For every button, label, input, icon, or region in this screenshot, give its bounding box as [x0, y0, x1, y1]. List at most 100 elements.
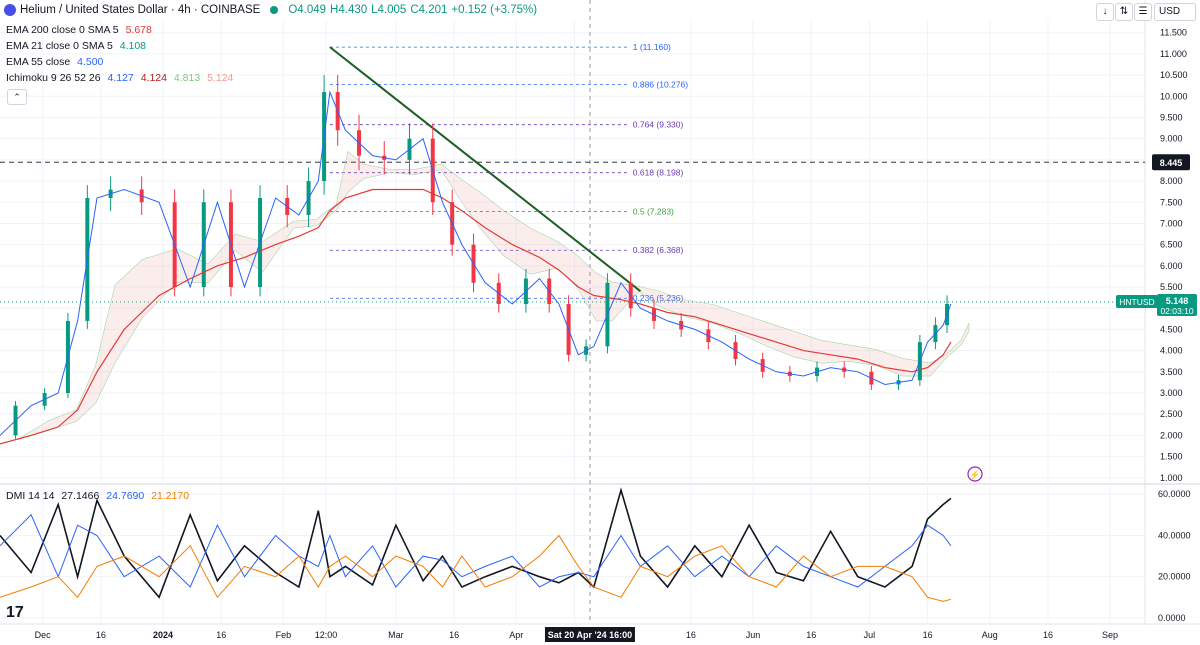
time-tick-label: Feb	[276, 630, 292, 640]
price-tick-label: 7.000	[1160, 218, 1183, 228]
ema200-legend[interactable]: EMA 200 close 0 SMA 5 5.678	[6, 24, 152, 36]
open-value: O4.049	[288, 4, 327, 16]
fib-level-label: 0.382 (6.368)	[633, 245, 684, 255]
price-tick-label: 1.500	[1160, 452, 1183, 462]
marker-price-box	[1152, 154, 1190, 171]
time-tick-label: 16	[216, 630, 226, 640]
ema200-value: 5.678	[125, 24, 152, 36]
lightning-icon	[967, 466, 983, 482]
tradingview-logo-icon[interactable]: 17	[6, 604, 24, 621]
price-tick-label: 10.000	[1160, 91, 1188, 101]
ichimoku-cloud	[17, 150, 970, 441]
fib-level-label: 0.886 (10.276)	[633, 80, 688, 90]
time-tick-label: Jul	[864, 630, 876, 640]
ichimoku-value-4: 5.124	[207, 72, 234, 84]
price-tick-label: 4.500	[1160, 324, 1183, 334]
time-tick-label: 16	[449, 630, 459, 640]
ichimoku-label: Ichimoku 9 26 52 26	[6, 72, 101, 84]
time-tick-label: 16	[923, 630, 933, 640]
ema55-legend[interactable]: EMA 55 close 4.500	[6, 56, 103, 68]
change-value: +0.152 (+3.75%)	[451, 4, 538, 16]
price-tick-label: 6.500	[1160, 240, 1183, 250]
close-value: C4.201	[410, 4, 448, 16]
fib-level-label: 1 (11.160)	[633, 42, 671, 52]
dmi-tick-label: 40.0000	[1158, 530, 1191, 540]
dmi-legend[interactable]: DMI 14 14 27.1466 24.7690 21.2170	[6, 490, 189, 502]
adx-line	[0, 487, 952, 599]
symbol-title: Helium / United States Dollar · 4h · COI…	[20, 4, 261, 16]
price-line	[0, 90, 952, 436]
time-tick-label: Jun	[746, 630, 761, 640]
plus-di-value: 24.7690	[106, 490, 145, 502]
time-tick-label: 16	[1043, 630, 1053, 640]
price-tick-label: 8.000	[1160, 176, 1183, 186]
price-tick-label: 2.500	[1160, 409, 1183, 419]
scroll-down-button[interactable]: ↓	[1096, 3, 1114, 21]
minus-di-line	[0, 534, 952, 602]
time-tick-label: Apr	[509, 630, 523, 640]
last-price-label: 5.148	[1166, 296, 1189, 306]
collapse-legend-button[interactable]: ⌃	[7, 89, 27, 105]
price-tick-label: 3.500	[1160, 367, 1183, 377]
trend-line	[329, 46, 642, 293]
time-tick-label: Sep	[1102, 630, 1118, 640]
helium-logo-icon	[4, 4, 16, 16]
lightning-glyph: ⚡	[969, 469, 980, 481]
plus-di-line	[0, 513, 952, 588]
price-tick-label: 11.500	[1160, 28, 1187, 38]
currency-select[interactable]: USD	[1154, 3, 1196, 21]
fib-level-label: 0.5 (7.283)	[633, 206, 674, 216]
symbol-tag-label: HNTUSD	[1119, 297, 1154, 307]
price-tick-label: 9.000	[1160, 134, 1183, 144]
price-tick-label: 9.500	[1160, 112, 1183, 122]
dmi-tick-label: 0.0000	[1158, 613, 1186, 623]
ema55-label: EMA 55 close	[6, 56, 71, 68]
price-tick-label: 1.000	[1160, 473, 1183, 483]
crosshair-time-box	[544, 627, 635, 642]
dmi-label: DMI 14 14	[6, 490, 55, 502]
ema21-value: 4.108	[119, 40, 147, 52]
adx-value: 27.1466	[61, 490, 100, 502]
ichimoku-value-2: 4.124	[140, 72, 167, 84]
time-tick-label: 16	[686, 630, 696, 640]
ema21-legend[interactable]: EMA 21 close 0 SMA 5 4.108	[6, 40, 146, 52]
ema21-label: EMA 21 close 0 SMA 5	[6, 40, 113, 52]
menu-icon[interactable]: ☰	[1134, 3, 1152, 21]
dmi-tick-label: 20.0000	[1158, 572, 1191, 582]
marker-price-label: 8.445	[1160, 158, 1183, 168]
time-tick-label: Mar	[388, 630, 404, 640]
last-price-box	[1157, 293, 1197, 316]
low-value: L4.005	[371, 4, 407, 16]
ema-200-line	[0, 188, 952, 445]
time-tick-label: 16	[96, 630, 106, 640]
ema55-value: 4.500	[77, 56, 104, 68]
fib-level-label: 0.236 (5.236)	[633, 293, 684, 303]
time-tick-label: Aug	[982, 630, 998, 640]
time-tick-label: 12:00	[315, 630, 338, 640]
price-tick-label: 2.000	[1160, 430, 1183, 440]
symbol-header: Helium / United States Dollar · 4h · COI…	[4, 4, 537, 16]
symbol-tag-box	[1116, 294, 1158, 308]
ichimoku-legend[interactable]: Ichimoku 9 26 52 26 4.127 4.124 4.813 5.…	[6, 72, 233, 84]
crosshair-time-label: Sat 20 Apr '24 16:00	[548, 630, 632, 640]
high-value: H4.430	[330, 4, 368, 16]
minus-di-value: 21.2170	[151, 490, 190, 502]
dmi-tick-label: 60.0000	[1158, 489, 1191, 499]
price-tick-label: 11.000	[1160, 49, 1187, 59]
time-tick-label: 16	[806, 630, 816, 640]
time-tick-label: Dec	[35, 630, 52, 640]
ichimoku-value-3: 4.813	[173, 72, 201, 84]
price-tick-label: 4.000	[1160, 346, 1183, 356]
fib-level-label: 0.618 (8.198)	[633, 168, 684, 178]
market-status-icon	[270, 6, 279, 14]
price-tick-label: 6.000	[1160, 261, 1183, 271]
countdown-label: 02:03:10	[1160, 306, 1193, 316]
ichimoku-value-1: 4.127	[107, 72, 134, 84]
price-tick-label: 3.000	[1160, 388, 1183, 398]
fib-level-label: 0.764 (9.330)	[633, 120, 684, 130]
price-tick-label: 5.500	[1160, 282, 1183, 292]
price-tick-label: 7.500	[1160, 197, 1183, 207]
scale-toggle-button[interactable]: ⇅	[1115, 3, 1133, 21]
